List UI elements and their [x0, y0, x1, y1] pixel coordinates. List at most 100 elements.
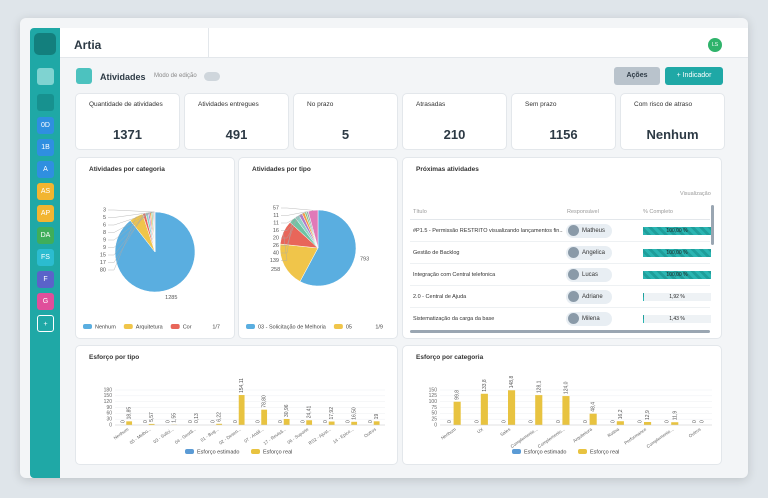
x-tick-label: 05 - Melho...: [129, 427, 152, 445]
legend-swatch: [251, 449, 260, 454]
owner-name: Matheus: [582, 228, 606, 234]
sidebar-item[interactable]: F: [37, 271, 54, 288]
legend-label: Esforço real: [263, 449, 292, 455]
row-title: Integração com Central telefonica: [413, 272, 496, 278]
bar: [373, 421, 380, 425]
sidebar-item[interactable]: AS: [37, 183, 54, 200]
value-label: 11,9: [672, 411, 678, 421]
add-indicator-button[interactable]: + Indicador: [665, 67, 723, 85]
actions-button[interactable]: Ações: [614, 67, 660, 85]
bar: [535, 395, 543, 425]
brand[interactable]: Artia: [74, 38, 102, 52]
edit-mode-toggle[interactable]: [204, 72, 220, 81]
sidebar-item[interactable]: FS: [37, 249, 54, 266]
nav-icon[interactable]: [37, 68, 54, 85]
y-tick-label: 50: [431, 411, 437, 417]
value-label: 0: [692, 420, 698, 423]
row-title: #P1.5 - Permissão RESTRITO visualizando …: [413, 228, 563, 234]
leader-line: [108, 211, 152, 233]
legend-pagination: 1/7: [212, 324, 220, 330]
kpi-value: 210: [443, 127, 466, 142]
y-tick-label: 100: [429, 399, 438, 405]
progress-bar: [643, 249, 711, 257]
bar: [644, 421, 652, 425]
nav-icon[interactable]: [37, 94, 54, 111]
kpi-card: [184, 93, 289, 150]
value-label: 0: [188, 420, 194, 423]
value-label: 0: [474, 420, 480, 423]
sidebar-item[interactable]: AP: [37, 205, 54, 222]
progress-bar: [643, 315, 644, 323]
value-label: 0: [345, 420, 351, 423]
pie-slice: [307, 209, 319, 249]
value-label: 0: [143, 420, 149, 423]
panel: [75, 345, 398, 465]
bar: [616, 421, 624, 425]
owner-avatar: [568, 225, 579, 236]
kpi-card: [620, 93, 725, 150]
value-label: 148,8: [509, 376, 515, 389]
progress-bar: [643, 271, 711, 279]
pie-slice: [279, 243, 319, 282]
leader-line: [108, 211, 155, 218]
divider: [208, 28, 209, 58]
x-tick-label: Complemento...: [537, 427, 566, 449]
leader-line: [108, 213, 145, 263]
kpi-value: 491: [225, 127, 248, 142]
sidebar-item[interactable]: G: [37, 293, 54, 310]
scrollbar: [711, 205, 714, 245]
bar: [328, 421, 335, 425]
column-header: Título: [413, 209, 427, 215]
value-label: 5,57: [149, 412, 155, 422]
sidebar-item[interactable]: DA: [37, 227, 54, 244]
row-rule: [410, 285, 710, 286]
kpi-value: Nenhum: [646, 127, 699, 142]
value-label: 0: [700, 420, 706, 423]
logo[interactable]: [34, 33, 56, 55]
legend-swatch: [512, 449, 521, 454]
sidebar-item[interactable]: 0D: [37, 117, 54, 134]
x-tick-label: 14 - Epico...: [332, 427, 355, 445]
legend-label: 05: [346, 324, 352, 330]
leader-line: [281, 219, 293, 254]
legend-swatch: [246, 324, 255, 329]
bar: [480, 393, 488, 425]
kpi-card: [511, 93, 616, 150]
slice-label: 139: [270, 258, 279, 264]
value-label: 0: [583, 420, 589, 423]
sidebar-item[interactable]: A: [37, 161, 54, 178]
leader-line: [108, 211, 154, 226]
slice-label: 6: [103, 222, 106, 228]
value-label: 124,0: [564, 381, 570, 394]
legend-swatch: [83, 324, 92, 329]
x-tick-label: 02 - Desen...: [218, 427, 242, 446]
x-tick-label: 01 - Bug...: [200, 427, 220, 443]
value-label: 0: [610, 420, 616, 423]
slice-label: 80: [100, 267, 106, 273]
slice-label: 11: [273, 220, 279, 226]
y-tick-label: 90: [106, 405, 112, 411]
sidebar-item[interactable]: 1B: [37, 139, 54, 156]
progress-label: 100,00 %: [666, 250, 688, 256]
bar: [238, 395, 245, 425]
progress-label: 100,00 %: [666, 228, 688, 234]
sidebar-item[interactable]: +: [37, 315, 54, 332]
x-tick-label: Performance: [623, 426, 647, 445]
legend-label: Nenhum: [95, 324, 116, 330]
bar: [148, 423, 155, 425]
kpi-card: [293, 93, 398, 150]
column-header: % Completo: [643, 209, 673, 215]
user-avatar[interactable]: LS: [708, 38, 722, 52]
bar: [453, 401, 461, 425]
value-label: 99,8: [455, 390, 461, 400]
slice-label: 40: [273, 250, 279, 256]
y-tick-label: 75: [431, 405, 437, 411]
value-label: 0: [502, 420, 508, 423]
kpi-label: No prazo: [307, 101, 334, 108]
edit-mode-label: Modo de edição: [154, 73, 197, 79]
y-tick-label: 180: [104, 387, 113, 393]
y-tick-label: 60: [106, 411, 112, 417]
view-toggle[interactable]: Visualização: [680, 191, 711, 197]
